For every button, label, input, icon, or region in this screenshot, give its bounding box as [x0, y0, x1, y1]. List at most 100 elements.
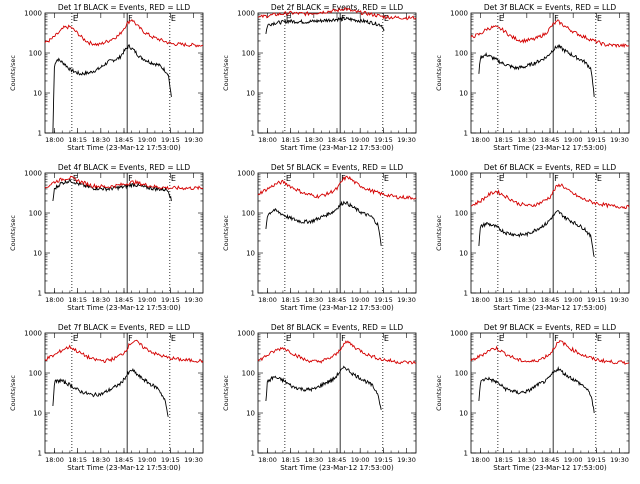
y-tick-label: 100 — [455, 50, 468, 58]
x-tick-label: 19:00 — [564, 296, 583, 304]
x-tick-label: 18:45 — [328, 456, 347, 464]
x-tick-label: 18:30 — [517, 136, 536, 144]
x-tick-label: 18:30 — [517, 296, 536, 304]
y-tick-label: 1 — [38, 130, 42, 138]
y-tick-label: 1000 — [450, 330, 468, 338]
y-tick-label: 1000 — [450, 170, 468, 178]
x-tick-label: 18:00 — [45, 296, 64, 304]
x-axis-label: Start Time (23-Mar-12 17:53:00) — [280, 304, 394, 312]
x-axis-label: Start Time (23-Mar-12 17:53:00) — [67, 464, 181, 472]
x-tick-label: 18:45 — [541, 296, 560, 304]
x-tick-label: 19:00 — [564, 136, 583, 144]
x-tick-label: 18:30 — [517, 456, 536, 464]
marker-label: E — [286, 174, 291, 183]
y-tick-label: 1000 — [450, 10, 468, 18]
series-lld — [470, 19, 630, 49]
panel-title: Det 2f BLACK = Events, RED = LLD — [271, 3, 404, 12]
panel-title: Det 4f BLACK = Events, RED = LLD — [58, 163, 191, 172]
x-axis-label: Start Time (23-Mar-12 17:53:00) — [493, 464, 607, 472]
panel-title: Det 6f BLACK = Events, RED = LLD — [484, 163, 617, 172]
y-tick-label: 1000 — [24, 170, 42, 178]
x-tick-label: 19:00 — [564, 456, 583, 464]
y-axis-label: Counts/sec — [222, 55, 230, 91]
y-tick-label: 100 — [29, 210, 42, 218]
y-axis-label: Counts/sec — [435, 375, 443, 411]
panel-det-4: Det 4f BLACK = Events, RED = LLD 1 10 100 10… — [9, 163, 204, 312]
x-tick-label: 18:00 — [258, 456, 277, 464]
x-tick-label: 19:15 — [587, 456, 606, 464]
marker-label: E — [286, 334, 291, 343]
y-axis-label: Counts/sec — [435, 215, 443, 251]
x-tick-label: 18:45 — [328, 136, 347, 144]
marker-label: F — [128, 334, 133, 343]
x-axis-label: Start Time (23-Mar-12 17:53:00) — [67, 144, 181, 152]
x-tick-label: 18:00 — [45, 456, 64, 464]
y-tick-label: 10 — [246, 250, 255, 258]
x-axis-label: Start Time (23-Mar-12 17:53:00) — [493, 304, 607, 312]
x-tick-label: 18:15 — [494, 136, 513, 144]
y-tick-label: 1 — [38, 450, 42, 458]
y-axis-label: Counts/sec — [9, 375, 17, 411]
x-axis-label: Start Time (23-Mar-12 17:53:00) — [493, 144, 607, 152]
marker-label: E — [171, 14, 176, 23]
panel-title: Det 8f BLACK = Events, RED = LLD — [271, 323, 404, 332]
series-events — [52, 177, 172, 202]
x-tick-label: 18:00 — [471, 296, 490, 304]
x-tick-label: 18:15 — [68, 136, 87, 144]
panel-title: Det 9f BLACK = Events, RED = LLD — [484, 323, 617, 332]
plot-frame — [257, 332, 417, 454]
series-events — [478, 366, 595, 414]
x-tick-label: 18:45 — [541, 136, 560, 144]
y-axis-label: Counts/sec — [435, 55, 443, 91]
panel-det-5: Det 5f BLACK = Events, RED = LLD 1 10 100 10… — [222, 163, 417, 312]
x-tick-label: 18:15 — [281, 136, 300, 144]
y-tick-label: 1 — [38, 290, 42, 298]
series-lld — [44, 175, 204, 191]
x-tick-label: 18:15 — [68, 456, 87, 464]
y-tick-label: 1 — [251, 290, 255, 298]
y-tick-label: 1 — [464, 290, 468, 298]
series-lld — [44, 339, 204, 364]
x-tick-label: 19:15 — [374, 456, 393, 464]
x-tick-label: 18:00 — [258, 136, 277, 144]
y-tick-label: 10 — [459, 90, 468, 98]
y-tick-label: 1 — [251, 450, 255, 458]
plot-frame — [44, 172, 204, 294]
y-tick-label: 10 — [246, 90, 255, 98]
x-axis-label: Start Time (23-Mar-12 17:53:00) — [67, 304, 181, 312]
y-tick-label: 1000 — [237, 10, 255, 18]
marker-label: F — [341, 334, 346, 343]
y-tick-label: 10 — [33, 410, 42, 418]
x-tick-label: 18:45 — [541, 456, 560, 464]
y-axis-label: Counts/sec — [222, 215, 230, 251]
marker-label: E — [73, 14, 78, 23]
y-tick-label: 10 — [246, 410, 255, 418]
marker-label: F — [554, 14, 559, 23]
marker-label: F — [554, 334, 559, 343]
y-tick-label: 1 — [464, 130, 468, 138]
marker-label: E — [499, 334, 504, 343]
panel-det-2: Det 2f BLACK = Events, RED = LLD 1 10 100 10… — [222, 3, 417, 152]
y-tick-label: 100 — [455, 210, 468, 218]
x-axis-label: Start Time (23-Mar-12 17:53:00) — [280, 144, 394, 152]
marker-label: E — [286, 14, 291, 23]
x-tick-label: 19:00 — [138, 456, 157, 464]
x-tick-label: 18:30 — [304, 136, 323, 144]
plot-frame — [44, 332, 204, 454]
plot-frame — [257, 172, 417, 294]
x-tick-label: 18:45 — [328, 296, 347, 304]
panel-det-7: Det 7f BLACK = Events, RED = LLD 1 10 100 10… — [9, 323, 204, 472]
y-tick-label: 10 — [33, 250, 42, 258]
x-tick-label: 18:45 — [115, 296, 134, 304]
x-tick-label: 19:15 — [161, 296, 180, 304]
marker-label: E — [384, 174, 389, 183]
plot-frame — [470, 332, 630, 454]
y-tick-label: 100 — [242, 370, 255, 378]
panel-title: Det 7f BLACK = Events, RED = LLD — [58, 323, 191, 332]
series-lld — [44, 19, 204, 48]
series-lld — [257, 340, 417, 365]
marker-label: E — [171, 174, 176, 183]
series-events — [265, 200, 382, 247]
marker-label: F — [128, 14, 133, 23]
